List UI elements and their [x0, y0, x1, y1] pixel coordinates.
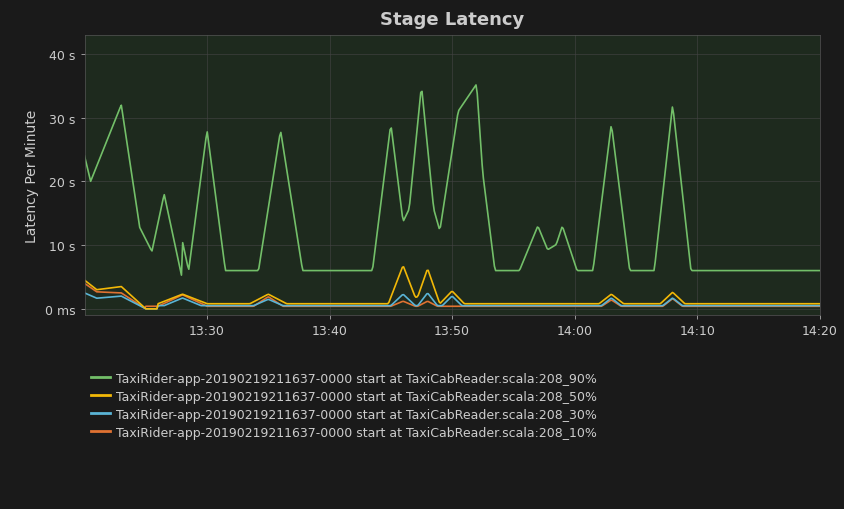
TaxiRider-app-20190219211637-0000 start at TaxiCabReader.scala:208_10%	[79, 280, 89, 287]
TaxiRider-app-20190219211637-0000 start at TaxiCabReader.scala:208_50%	[269, 295, 279, 301]
TaxiRider-app-20190219211637-0000 start at TaxiCabReader.scala:208_30%	[269, 299, 279, 305]
TaxiRider-app-20190219211637-0000 start at TaxiCabReader.scala:208_50%	[635, 301, 645, 307]
Title: Stage Latency: Stage Latency	[380, 11, 523, 29]
TaxiRider-app-20190219211637-0000 start at TaxiCabReader.scala:208_10%	[633, 303, 643, 309]
TaxiRider-app-20190219211637-0000 start at TaxiCabReader.scala:208_90%	[814, 268, 824, 274]
TaxiRider-app-20190219211637-0000 start at TaxiCabReader.scala:208_50%	[79, 277, 89, 284]
TaxiRider-app-20190219211637-0000 start at TaxiCabReader.scala:208_90%	[269, 165, 279, 171]
TaxiRider-app-20190219211637-0000 start at TaxiCabReader.scala:208_10%	[513, 303, 523, 309]
TaxiRider-app-20190219211637-0000 start at TaxiCabReader.scala:208_10%	[814, 303, 824, 309]
TaxiRider-app-20190219211637-0000 start at TaxiCabReader.scala:208_90%	[79, 154, 89, 160]
TaxiRider-app-20190219211637-0000 start at TaxiCabReader.scala:208_30%	[571, 303, 581, 309]
TaxiRider-app-20190219211637-0000 start at TaxiCabReader.scala:208_30%	[413, 302, 423, 308]
TaxiRider-app-20190219211637-0000 start at TaxiCabReader.scala:208_30%	[141, 306, 151, 312]
TaxiRider-app-20190219211637-0000 start at TaxiCabReader.scala:208_50%	[210, 301, 220, 307]
TaxiRider-app-20190219211637-0000 start at TaxiCabReader.scala:208_50%	[515, 301, 525, 307]
TaxiRider-app-20190219211637-0000 start at TaxiCabReader.scala:208_50%	[814, 301, 824, 307]
Line: TaxiRider-app-20190219211637-0000 start at TaxiCabReader.scala:208_90%: TaxiRider-app-20190219211637-0000 start …	[84, 86, 819, 275]
TaxiRider-app-20190219211637-0000 start at TaxiCabReader.scala:208_90%	[470, 83, 480, 89]
TaxiRider-app-20190219211637-0000 start at TaxiCabReader.scala:208_10%	[210, 303, 220, 309]
TaxiRider-app-20190219211637-0000 start at TaxiCabReader.scala:208_10%	[571, 303, 581, 309]
TaxiRider-app-20190219211637-0000 start at TaxiCabReader.scala:208_90%	[635, 268, 645, 274]
TaxiRider-app-20190219211637-0000 start at TaxiCabReader.scala:208_50%	[141, 306, 151, 312]
TaxiRider-app-20190219211637-0000 start at TaxiCabReader.scala:208_30%	[210, 303, 220, 309]
Legend: TaxiRider-app-20190219211637-0000 start at TaxiCabReader.scala:208_90%, TaxiRide: TaxiRider-app-20190219211637-0000 start …	[90, 372, 596, 439]
TaxiRider-app-20190219211637-0000 start at TaxiCabReader.scala:208_10%	[139, 305, 149, 312]
TaxiRider-app-20190219211637-0000 start at TaxiCabReader.scala:208_90%	[515, 266, 525, 272]
TaxiRider-app-20190219211637-0000 start at TaxiCabReader.scala:208_10%	[269, 298, 279, 304]
TaxiRider-app-20190219211637-0000 start at TaxiCabReader.scala:208_90%	[210, 195, 220, 201]
Line: TaxiRider-app-20190219211637-0000 start at TaxiCabReader.scala:208_10%: TaxiRider-app-20190219211637-0000 start …	[84, 284, 819, 308]
TaxiRider-app-20190219211637-0000 start at TaxiCabReader.scala:208_10%	[413, 303, 423, 309]
TaxiRider-app-20190219211637-0000 start at TaxiCabReader.scala:208_30%	[633, 303, 643, 309]
TaxiRider-app-20190219211637-0000 start at TaxiCabReader.scala:208_50%	[572, 301, 582, 307]
Line: TaxiRider-app-20190219211637-0000 start at TaxiCabReader.scala:208_30%: TaxiRider-app-20190219211637-0000 start …	[84, 293, 819, 309]
TaxiRider-app-20190219211637-0000 start at TaxiCabReader.scala:208_30%	[814, 303, 824, 309]
TaxiRider-app-20190219211637-0000 start at TaxiCabReader.scala:208_30%	[513, 303, 523, 309]
TaxiRider-app-20190219211637-0000 start at TaxiCabReader.scala:208_50%	[398, 264, 408, 270]
TaxiRider-app-20190219211637-0000 start at TaxiCabReader.scala:208_90%	[176, 272, 187, 278]
TaxiRider-app-20190219211637-0000 start at TaxiCabReader.scala:208_90%	[572, 268, 582, 274]
Y-axis label: Latency Per Minute: Latency Per Minute	[25, 109, 39, 242]
Line: TaxiRider-app-20190219211637-0000 start at TaxiCabReader.scala:208_50%: TaxiRider-app-20190219211637-0000 start …	[84, 267, 819, 309]
TaxiRider-app-20190219211637-0000 start at TaxiCabReader.scala:208_50%	[414, 289, 425, 295]
TaxiRider-app-20190219211637-0000 start at TaxiCabReader.scala:208_90%	[413, 115, 423, 121]
TaxiRider-app-20190219211637-0000 start at TaxiCabReader.scala:208_30%	[79, 290, 89, 296]
